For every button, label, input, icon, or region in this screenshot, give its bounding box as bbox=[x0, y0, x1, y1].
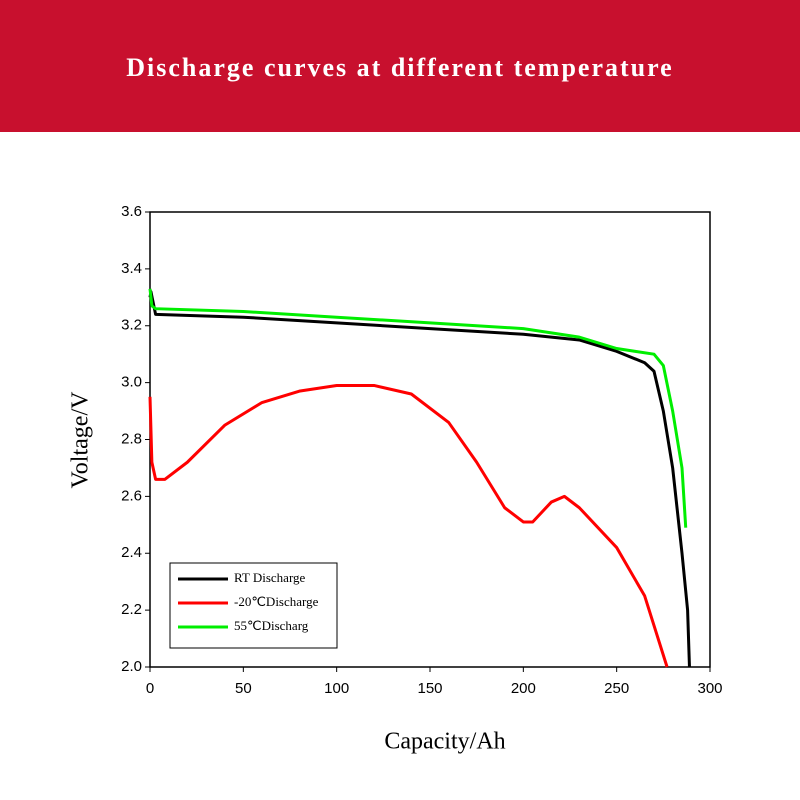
data-line bbox=[148, 290, 691, 668]
y-tick-label: 2.0 bbox=[121, 658, 142, 675]
y-tick-label: 3.0 bbox=[121, 374, 142, 391]
x-axis-label: Capacity/Ah bbox=[384, 729, 505, 755]
y-tick-label: 3.6 bbox=[121, 203, 142, 220]
y-tick-label: 3.2 bbox=[121, 317, 142, 334]
y-tick-label: 2.8 bbox=[121, 430, 142, 447]
legend-label: -20℃Discharge bbox=[234, 594, 319, 609]
data-line bbox=[148, 383, 669, 668]
x-tick-label: 0 bbox=[146, 680, 154, 697]
x-tick-label: 100 bbox=[324, 680, 349, 697]
y-tick-label: 2.6 bbox=[121, 487, 142, 504]
x-tick-label: 50 bbox=[235, 680, 252, 697]
x-tick-label: 300 bbox=[697, 680, 722, 697]
chart-title: Discharge curves at different temperatur… bbox=[126, 53, 673, 82]
legend-label: 55℃Discharg bbox=[234, 618, 309, 633]
y-tick-label: 3.4 bbox=[121, 260, 142, 277]
x-tick-label: 200 bbox=[511, 680, 536, 697]
legend-box bbox=[169, 562, 338, 649]
y-tick-label: 2.4 bbox=[121, 544, 142, 561]
header-band bbox=[0, 0, 800, 132]
legend-label: RT Discharge bbox=[234, 570, 306, 585]
y-tick-label: 2.2 bbox=[121, 601, 142, 618]
x-tick-label: 250 bbox=[604, 680, 629, 697]
x-tick-label: 150 bbox=[417, 680, 442, 697]
y-axis-label: Voltage/V bbox=[68, 391, 94, 489]
data-line bbox=[148, 288, 688, 528]
